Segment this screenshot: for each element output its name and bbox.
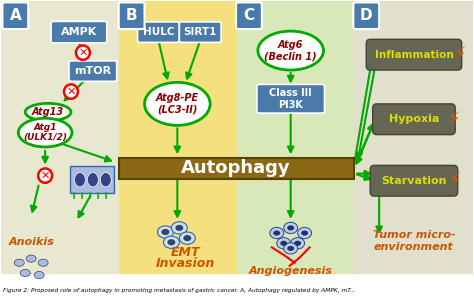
Text: Atg1
(ULK1/2): Atg1 (ULK1/2) bbox=[23, 123, 67, 142]
Ellipse shape bbox=[287, 225, 294, 230]
Ellipse shape bbox=[34, 272, 44, 279]
Text: mTOR: mTOR bbox=[74, 66, 111, 76]
FancyBboxPatch shape bbox=[366, 39, 462, 70]
FancyBboxPatch shape bbox=[353, 2, 379, 29]
Text: HULC: HULC bbox=[143, 27, 174, 37]
Ellipse shape bbox=[284, 243, 298, 254]
FancyBboxPatch shape bbox=[2, 2, 28, 29]
FancyBboxPatch shape bbox=[179, 22, 221, 42]
Text: Atg13: Atg13 bbox=[32, 107, 64, 117]
FancyBboxPatch shape bbox=[137, 22, 179, 42]
Text: Inflammation: Inflammation bbox=[374, 50, 453, 60]
Text: B: B bbox=[126, 8, 137, 23]
FancyBboxPatch shape bbox=[51, 21, 107, 43]
Text: ⚡: ⚡ bbox=[453, 46, 466, 64]
Text: Class III
PI3K: Class III PI3K bbox=[269, 88, 312, 110]
Text: EMT: EMT bbox=[171, 246, 200, 259]
Ellipse shape bbox=[100, 172, 111, 187]
Circle shape bbox=[38, 168, 52, 183]
Bar bbox=[1, 2, 118, 273]
Text: Angiogenesis: Angiogenesis bbox=[249, 266, 333, 276]
Text: Figure 2: Proposed role of autophagy in promoting metastasis of gastric cancer. : Figure 2: Proposed role of autophagy in … bbox=[3, 288, 356, 293]
Text: AMPK: AMPK bbox=[61, 27, 97, 37]
Text: Hypoxia: Hypoxia bbox=[389, 114, 439, 124]
Ellipse shape bbox=[87, 172, 98, 187]
Ellipse shape bbox=[277, 238, 291, 249]
Bar bbox=[237, 2, 354, 273]
Text: environment: environment bbox=[374, 242, 454, 252]
Text: D: D bbox=[360, 8, 373, 23]
Bar bbox=[118, 2, 237, 273]
Ellipse shape bbox=[183, 235, 191, 241]
Text: Invasion: Invasion bbox=[155, 257, 215, 270]
Text: Autophagy: Autophagy bbox=[181, 159, 291, 177]
FancyBboxPatch shape bbox=[118, 2, 145, 29]
Ellipse shape bbox=[270, 227, 284, 239]
Ellipse shape bbox=[273, 230, 280, 236]
Text: ✕: ✕ bbox=[66, 87, 76, 97]
Ellipse shape bbox=[38, 259, 48, 266]
Ellipse shape bbox=[74, 172, 85, 187]
Ellipse shape bbox=[294, 241, 301, 246]
Ellipse shape bbox=[287, 246, 294, 251]
Ellipse shape bbox=[172, 222, 187, 234]
Ellipse shape bbox=[14, 259, 24, 266]
FancyBboxPatch shape bbox=[373, 104, 455, 135]
Ellipse shape bbox=[298, 227, 311, 239]
Text: C: C bbox=[243, 8, 255, 23]
Ellipse shape bbox=[301, 230, 308, 236]
Text: SIRT1: SIRT1 bbox=[183, 27, 217, 37]
Text: Anoikis: Anoikis bbox=[8, 237, 54, 247]
Ellipse shape bbox=[179, 232, 195, 244]
FancyBboxPatch shape bbox=[257, 84, 325, 113]
Ellipse shape bbox=[162, 229, 169, 235]
FancyBboxPatch shape bbox=[370, 165, 458, 196]
Text: ⚡: ⚡ bbox=[448, 172, 461, 190]
Bar bbox=[118, 158, 354, 179]
Text: A: A bbox=[9, 8, 21, 23]
Ellipse shape bbox=[26, 255, 36, 262]
Ellipse shape bbox=[157, 226, 173, 238]
Text: Atg8-PE
(LC3-II): Atg8-PE (LC3-II) bbox=[156, 93, 199, 115]
Text: ✕: ✕ bbox=[40, 171, 50, 181]
FancyBboxPatch shape bbox=[70, 167, 114, 193]
Text: Tumor micro-: Tumor micro- bbox=[373, 230, 455, 240]
Bar bbox=[354, 2, 473, 273]
Circle shape bbox=[64, 84, 78, 99]
Ellipse shape bbox=[291, 238, 305, 249]
Text: Starvation: Starvation bbox=[381, 176, 447, 186]
Ellipse shape bbox=[18, 118, 72, 147]
Ellipse shape bbox=[145, 82, 210, 125]
Ellipse shape bbox=[280, 241, 287, 246]
Ellipse shape bbox=[258, 31, 323, 70]
Circle shape bbox=[76, 46, 90, 60]
Ellipse shape bbox=[25, 103, 71, 121]
Ellipse shape bbox=[167, 239, 175, 245]
Text: ⚡: ⚡ bbox=[447, 110, 460, 128]
Text: ✕: ✕ bbox=[78, 48, 88, 58]
Ellipse shape bbox=[20, 269, 30, 277]
Ellipse shape bbox=[164, 236, 179, 248]
Text: Atg6
(Beclin 1): Atg6 (Beclin 1) bbox=[264, 40, 317, 62]
Ellipse shape bbox=[284, 222, 298, 233]
FancyBboxPatch shape bbox=[236, 2, 262, 29]
Ellipse shape bbox=[175, 225, 183, 231]
FancyBboxPatch shape bbox=[69, 61, 117, 81]
